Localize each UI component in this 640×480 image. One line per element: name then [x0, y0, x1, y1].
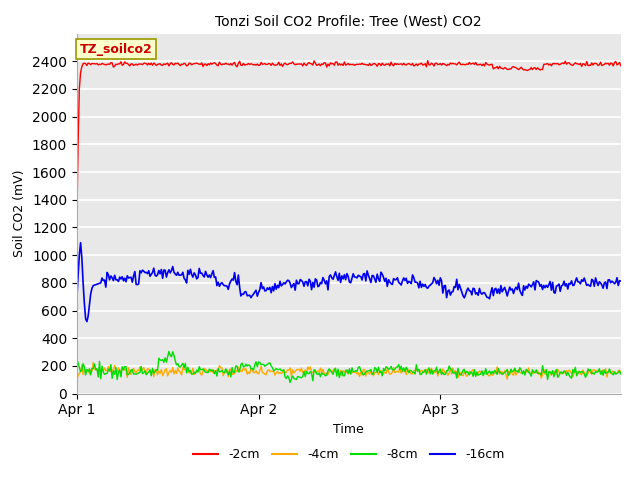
-8cm [286, 380, 294, 385]
-16cm [506, 284, 513, 290]
-8cm [506, 370, 513, 376]
-4cm [493, 364, 501, 370]
-4cm [90, 360, 97, 365]
-4cm [116, 370, 124, 375]
-2cm [493, 64, 501, 70]
-8cm [617, 371, 625, 377]
-2cm [452, 61, 460, 67]
-16cm [453, 276, 461, 282]
-8cm [495, 366, 502, 372]
-4cm [73, 376, 81, 382]
-16cm [617, 278, 625, 284]
-16cm [391, 277, 399, 283]
Line: -16cm: -16cm [77, 243, 621, 322]
-8cm [453, 375, 461, 381]
Line: -4cm: -4cm [77, 362, 621, 379]
-8cm [115, 369, 122, 375]
-4cm [617, 370, 625, 375]
-2cm [115, 61, 122, 67]
-2cm [573, 61, 580, 67]
-4cm [506, 371, 513, 377]
-4cm [574, 369, 582, 374]
-16cm [495, 286, 502, 292]
Line: -2cm: -2cm [77, 60, 621, 220]
-4cm [452, 368, 460, 373]
-2cm [504, 67, 512, 72]
Legend: -2cm, -4cm, -8cm, -16cm: -2cm, -4cm, -8cm, -16cm [188, 443, 509, 466]
-4cm [390, 364, 397, 370]
Line: -8cm: -8cm [77, 351, 621, 383]
-8cm [391, 366, 399, 372]
-2cm [424, 58, 431, 63]
-16cm [117, 276, 125, 282]
Y-axis label: Soil CO2 (mV): Soil CO2 (mV) [13, 170, 26, 257]
-16cm [574, 279, 582, 285]
-2cm [388, 62, 396, 68]
Text: TZ_soilco2: TZ_soilco2 [79, 43, 152, 56]
-4cm [504, 376, 511, 382]
X-axis label: Time: Time [333, 423, 364, 436]
-16cm [83, 319, 91, 324]
-8cm [73, 356, 81, 362]
-2cm [617, 63, 625, 69]
-8cm [165, 348, 173, 354]
-16cm [77, 240, 84, 246]
-8cm [574, 370, 582, 376]
Title: Tonzi Soil CO2 Profile: Tree (West) CO2: Tonzi Soil CO2 Profile: Tree (West) CO2 [216, 14, 482, 28]
-2cm [73, 217, 81, 223]
-16cm [73, 297, 81, 302]
